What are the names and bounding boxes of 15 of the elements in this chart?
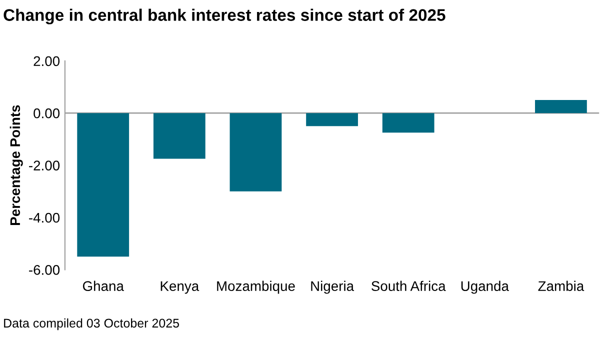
y-tick-label: -2.00: [29, 160, 60, 170]
y-tick-label: 0.00: [34, 108, 60, 118]
y-tick-label: -4.00: [29, 212, 60, 223]
chart-title: Change in central bank interest rates since start of 2025: [4, 8, 446, 24]
text: Data compiled 03 October 2025: [4, 318, 180, 330]
x-tick-label: Uganda: [461, 280, 509, 294]
x-tick-label: Nigeria: [311, 280, 354, 294]
y-tick-label: 2.00: [34, 56, 60, 66]
x-tick-label: Ghana: [82, 280, 124, 292]
x-tick-label: Zambia: [538, 280, 584, 292]
y-axis-title: Percentage Points: [10, 105, 23, 225]
x-tick-label: Kenya: [160, 281, 200, 294]
y-tick-label: -6.00: [29, 265, 60, 275]
x-tick-label: Mozambique: [217, 280, 295, 294]
x-tick-label: South Africa: [372, 280, 446, 292]
